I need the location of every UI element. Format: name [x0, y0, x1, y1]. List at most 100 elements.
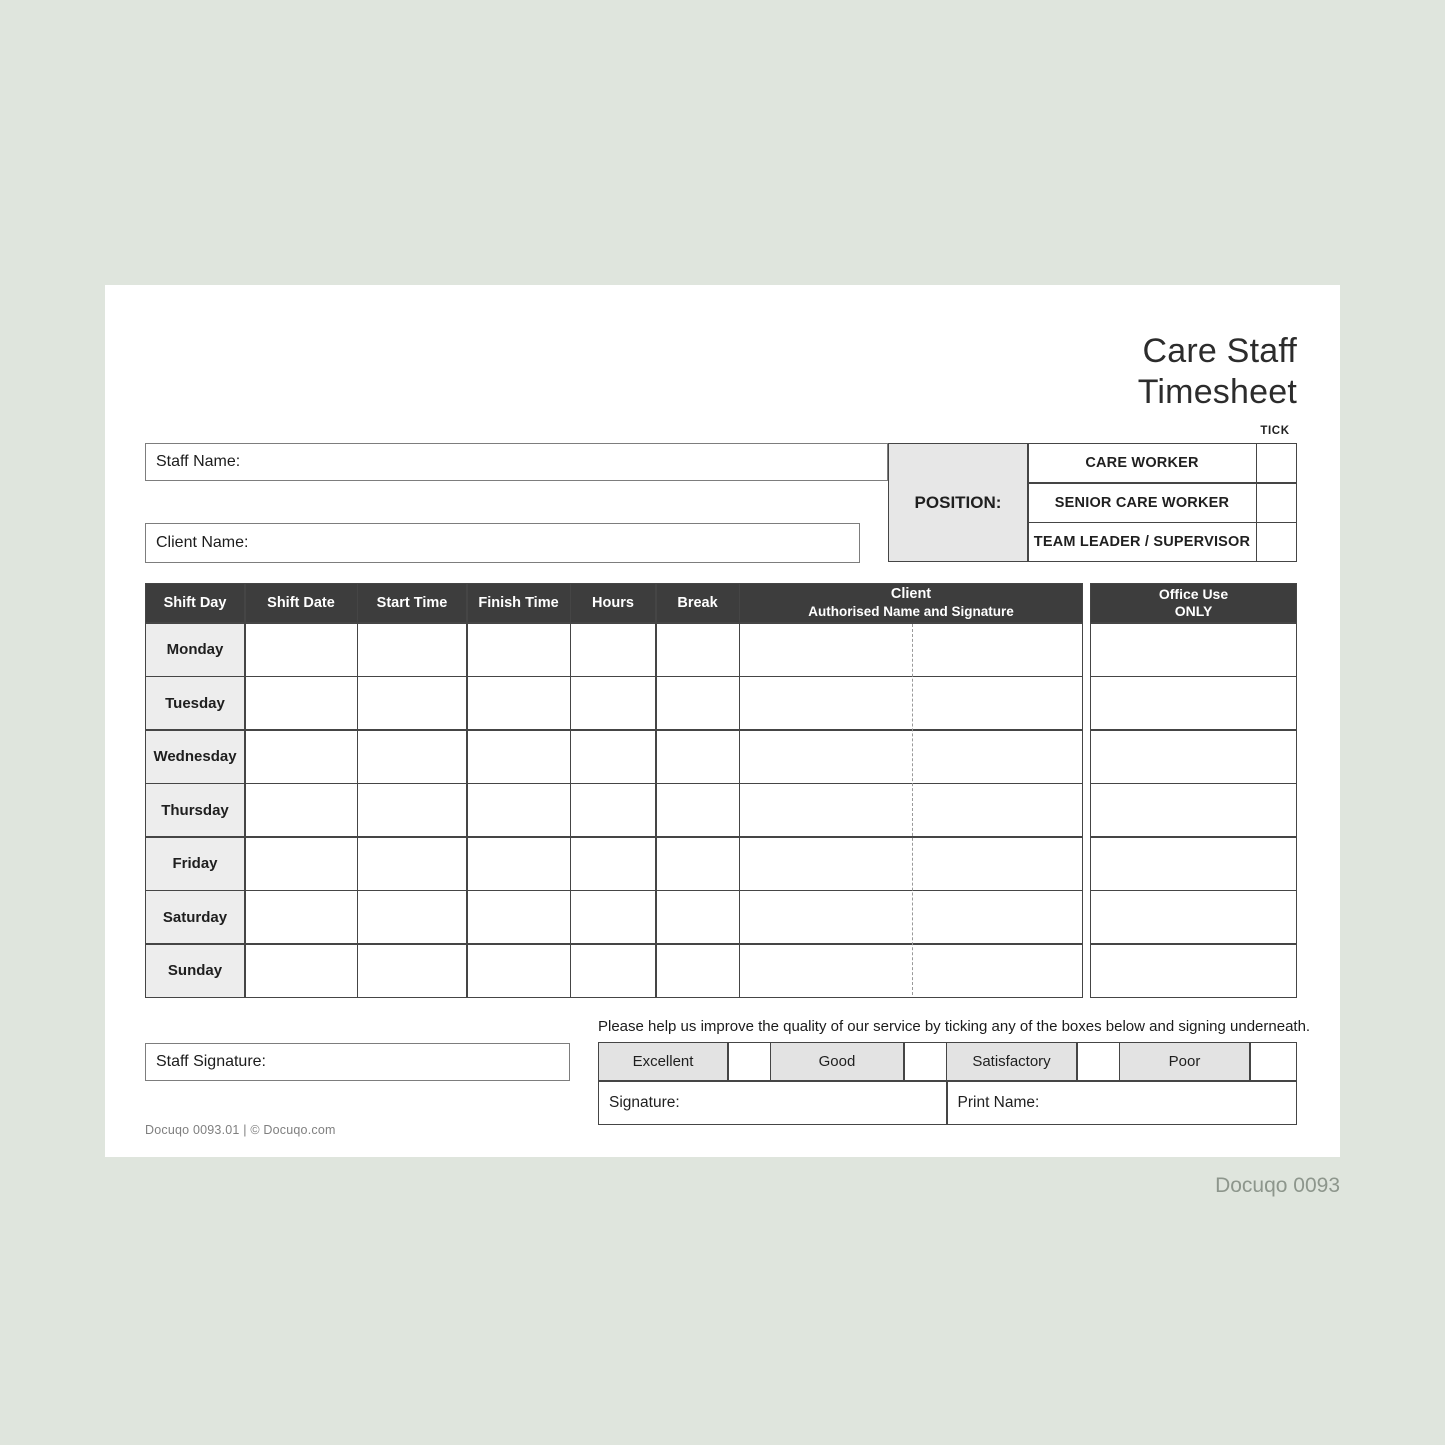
- rating-label-excellent: Excellent: [599, 1043, 727, 1080]
- position-table: POSITION: CARE WORKER SENIOR CARE WORKER…: [888, 443, 1297, 562]
- timesheet-cell[interactable]: [740, 944, 1082, 997]
- office-use-cell[interactable]: [1091, 891, 1296, 943]
- feedback-table: Excellent Good Satisfactory Poor Signatu…: [598, 1042, 1297, 1125]
- timesheet-page: Care Staff Timesheet TICK Staff Name: PO…: [105, 285, 1340, 1157]
- timesheet-cell[interactable]: [358, 837, 466, 890]
- timesheet-cell[interactable]: [245, 623, 357, 676]
- timesheet-cell[interactable]: [245, 837, 357, 890]
- timesheet-cell[interactable]: [571, 944, 655, 997]
- tick-checkbox-poor[interactable]: [1250, 1043, 1296, 1080]
- header-shift-date: Shift Date: [245, 584, 357, 622]
- timesheet-cell[interactable]: [467, 784, 570, 836]
- page-title-line2: Timesheet: [1137, 373, 1297, 411]
- timesheet-cell[interactable]: [467, 677, 570, 729]
- staff-name-label: Staff Name:: [156, 453, 241, 470]
- office-use-cell[interactable]: [1091, 837, 1296, 890]
- staff-name-field[interactable]: Staff Name:: [145, 443, 888, 481]
- office-use-table: Office Use ONLY: [1090, 583, 1297, 998]
- tick-checkbox-excellent[interactable]: [728, 1043, 770, 1080]
- timesheet-cell[interactable]: [740, 623, 1082, 676]
- client-signature-field[interactable]: Signature:: [599, 1081, 946, 1124]
- feedback-signature-row: Signature: Print Name:: [599, 1081, 1296, 1124]
- timesheet-cell[interactable]: [740, 837, 1082, 890]
- timesheet-cell[interactable]: [358, 623, 466, 676]
- office-use-cell[interactable]: [1091, 944, 1296, 997]
- client-name-field[interactable]: Client Name:: [145, 523, 860, 563]
- timesheet-cell[interactable]: [358, 891, 466, 943]
- page-title-line1: Care Staff: [1142, 332, 1297, 370]
- header-hours: Hours: [571, 584, 655, 622]
- timesheet-table: Shift Day Shift Date Start Time Finish T…: [145, 583, 1083, 998]
- timesheet-cell[interactable]: [571, 623, 655, 676]
- tick-checkbox-care-worker[interactable]: [1257, 444, 1296, 482]
- staff-signature-label: Staff Signature:: [156, 1053, 266, 1070]
- tick-column-label: TICK: [1260, 425, 1290, 437]
- day-label-wednesday: Wednesday: [146, 730, 244, 783]
- timesheet-cell[interactable]: [571, 730, 655, 783]
- timesheet-cell[interactable]: [245, 944, 357, 997]
- position-option-team-leader-supervisor: TEAM LEADER / SUPERVISOR: [1028, 523, 1256, 561]
- client-name-label: Client Name:: [156, 534, 249, 551]
- timesheet-cell[interactable]: [358, 944, 466, 997]
- timesheet-cell[interactable]: [656, 837, 739, 890]
- office-use-cell[interactable]: [1091, 623, 1296, 676]
- timesheet-cell[interactable]: [656, 891, 739, 943]
- position-option-care-worker: CARE WORKER: [1028, 444, 1256, 482]
- timesheet-cell[interactable]: [571, 837, 655, 890]
- tick-checkbox-good[interactable]: [904, 1043, 946, 1080]
- rating-label-satisfactory: Satisfactory: [947, 1043, 1076, 1080]
- timesheet-cell[interactable]: [467, 944, 570, 997]
- tick-checkbox-team-leader-supervisor[interactable]: [1257, 523, 1296, 561]
- timesheet-cell[interactable]: [467, 837, 570, 890]
- timesheet-cell[interactable]: [467, 891, 570, 943]
- timesheet-cell[interactable]: [245, 677, 357, 729]
- document-reference: Docuqo 0093.01 | © Docuqo.com: [145, 1123, 336, 1137]
- timesheet-cell[interactable]: [467, 730, 570, 783]
- timesheet-cell[interactable]: [245, 784, 357, 836]
- header-start-time: Start Time: [358, 584, 466, 622]
- header-finish-time: Finish Time: [467, 584, 570, 622]
- feedback-ratings-row: Excellent Good Satisfactory Poor: [599, 1043, 1296, 1080]
- day-label-thursday: Thursday: [146, 784, 244, 836]
- tick-checkbox-senior-care-worker[interactable]: [1257, 483, 1296, 522]
- print-name-label: Print Name:: [957, 1093, 1040, 1111]
- rating-label-poor: Poor: [1120, 1043, 1249, 1080]
- timesheet-cell[interactable]: [571, 891, 655, 943]
- position-label: POSITION:: [889, 444, 1027, 561]
- timesheet-cell[interactable]: [740, 891, 1082, 943]
- office-use-cell[interactable]: [1091, 784, 1296, 836]
- header-office-use-only: Office Use ONLY: [1091, 584, 1296, 622]
- timesheet-cell[interactable]: [358, 677, 466, 729]
- day-label-friday: Friday: [146, 837, 244, 890]
- rating-label-good: Good: [771, 1043, 903, 1080]
- timesheet-cell[interactable]: [358, 730, 466, 783]
- client-signature-divider-line: [912, 623, 913, 995]
- timesheet-cell[interactable]: [740, 784, 1082, 836]
- day-label-tuesday: Tuesday: [146, 677, 244, 729]
- timesheet-cell[interactable]: [656, 677, 739, 729]
- timesheet-cell[interactable]: [740, 677, 1082, 729]
- tick-checkbox-satisfactory[interactable]: [1077, 1043, 1119, 1080]
- timesheet-cell[interactable]: [467, 623, 570, 676]
- staff-signature-field[interactable]: Staff Signature:: [145, 1043, 570, 1081]
- timesheet-cell[interactable]: [656, 730, 739, 783]
- timesheet-cell[interactable]: [740, 730, 1082, 783]
- timesheet-cell[interactable]: [245, 891, 357, 943]
- timesheet-cell[interactable]: [656, 944, 739, 997]
- office-use-cell[interactable]: [1091, 730, 1296, 783]
- signature-label: Signature:: [609, 1093, 680, 1111]
- feedback-prompt: Please help us improve the quality of ou…: [598, 1018, 1311, 1035]
- docuqo-watermark: Docuqo 0093: [1215, 1174, 1340, 1197]
- timesheet-cell[interactable]: [571, 677, 655, 729]
- timesheet-cell[interactable]: [656, 784, 739, 836]
- client-print-name-field[interactable]: Print Name:: [947, 1081, 1296, 1124]
- timesheet-cell[interactable]: [571, 784, 655, 836]
- timesheet-cell[interactable]: [656, 623, 739, 676]
- position-option-senior-care-worker: SENIOR CARE WORKER: [1028, 483, 1256, 522]
- timesheet-cell[interactable]: [245, 730, 357, 783]
- office-use-cell[interactable]: [1091, 677, 1296, 729]
- timesheet-cell[interactable]: [358, 784, 466, 836]
- header-shift-day: Shift Day: [146, 584, 244, 622]
- header-break: Break: [656, 584, 739, 622]
